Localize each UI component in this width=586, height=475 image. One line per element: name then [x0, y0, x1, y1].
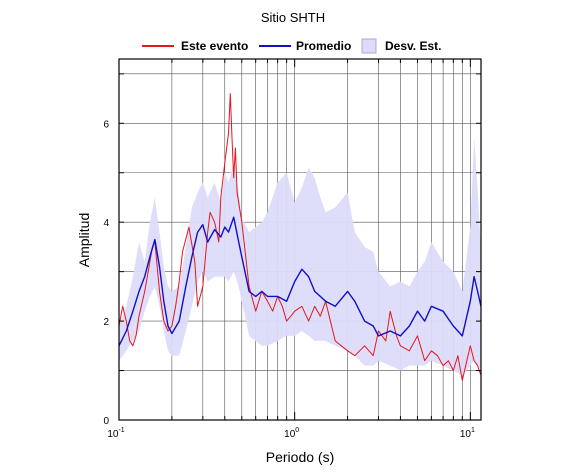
series-line-este-evento	[118, 93, 482, 381]
plot-area: 0 2 4 6 10-1 100 101	[103, 58, 482, 440]
legend-label-desv-est: Desv. Est.	[385, 39, 441, 53]
legend-label-promedio: Promedio	[296, 39, 351, 53]
y-tick-label: 2	[103, 317, 109, 328]
x-tick-label: 10-1	[107, 427, 124, 440]
series-band-desv-est	[119, 138, 481, 376]
band-layer	[119, 138, 481, 376]
legend-label-este-evento: Este evento	[181, 39, 248, 53]
x-tick-label: 100	[284, 427, 299, 440]
y-tick-label: 0	[103, 416, 109, 427]
x-tick-label: 101	[460, 427, 475, 440]
plot-frame	[118, 58, 482, 421]
y-axis-label: Amplitud	[76, 213, 92, 267]
x-axis-label: Periodo (s)	[266, 449, 334, 465]
legend: Este evento Promedio Desv. Est.	[142, 38, 441, 54]
y-tick-label: 4	[103, 218, 109, 229]
y-tick-label: 6	[103, 119, 109, 130]
lines-layer	[118, 93, 482, 381]
axes: 0 2 4 6 10-1 100 101	[103, 58, 482, 440]
series-line-promedio	[118, 216, 482, 347]
chart-title: Sitio SHTH	[261, 10, 325, 25]
legend-swatch-desv-est	[361, 38, 377, 54]
